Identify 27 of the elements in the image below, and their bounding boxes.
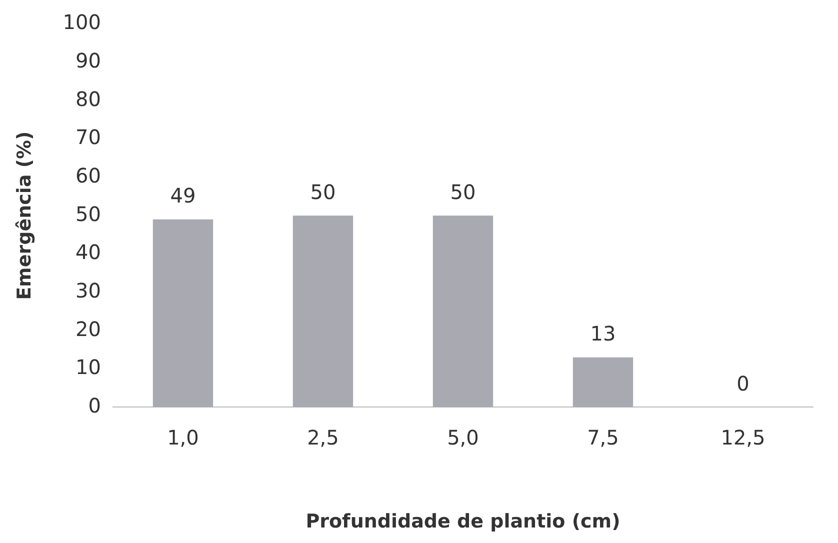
x-axis-title: Profundidade de plantio (cm) xyxy=(306,510,620,533)
y-tick-label: 60 xyxy=(76,163,101,188)
bar xyxy=(152,219,214,408)
y-tick-label: 10 xyxy=(76,355,101,380)
x-tick-label: 1,0 xyxy=(167,425,199,450)
data-label: 50 xyxy=(450,180,476,204)
data-label: 49 xyxy=(170,184,196,208)
bar xyxy=(572,357,634,408)
x-tick-label: 12,5 xyxy=(720,425,766,450)
y-tick-label: 20 xyxy=(76,316,101,341)
y-tick-label: 40 xyxy=(76,240,101,264)
y-tick-label: 70 xyxy=(76,125,101,150)
y-tick-label: 50 xyxy=(76,202,101,226)
y-tick-label: 0 xyxy=(88,393,101,418)
x-tick-label: 7,5 xyxy=(587,425,619,450)
data-label: 50 xyxy=(310,180,336,204)
bar xyxy=(432,216,494,408)
data-label: 0 xyxy=(736,371,750,396)
bar xyxy=(292,216,354,408)
y-tick-label: 100 xyxy=(62,10,101,34)
y-tick-label: 90 xyxy=(76,48,101,73)
data-label: 13 xyxy=(590,322,616,346)
x-tick-label: 5,0 xyxy=(447,425,479,450)
y-tick-label: 80 xyxy=(76,86,101,111)
y-tick-label: 30 xyxy=(76,278,101,302)
y-axis-title: Emergência (%) xyxy=(13,131,36,300)
x-tick-label: 2,5 xyxy=(307,425,339,450)
